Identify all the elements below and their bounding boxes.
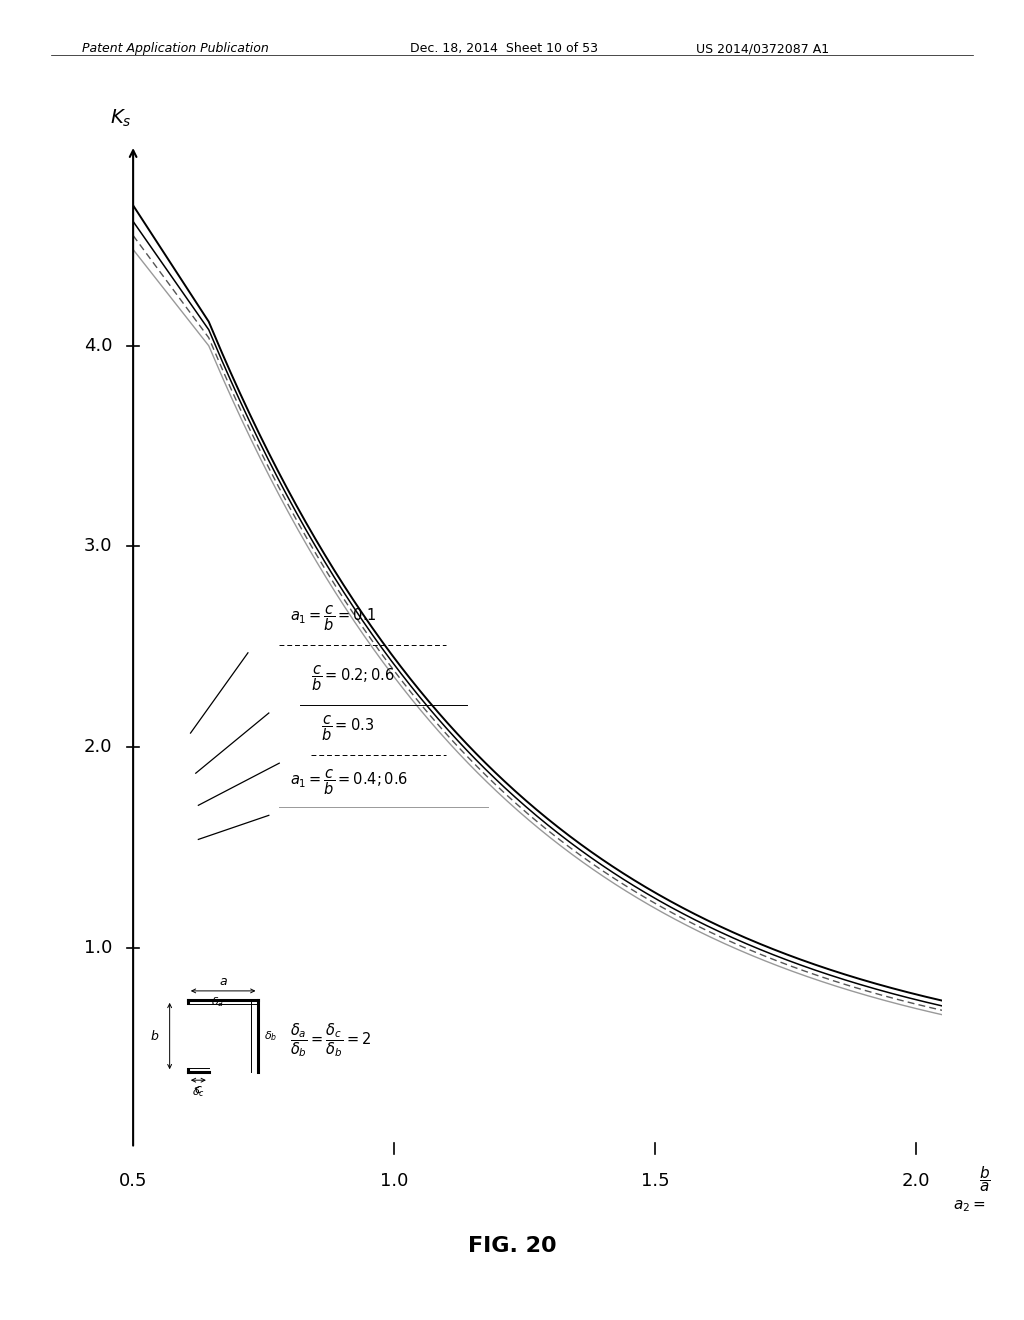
Text: 0.5: 0.5 [119, 1172, 147, 1191]
Text: $\dfrac{c}{b} = 0.2; 0.6$: $\dfrac{c}{b} = 0.2; 0.6$ [310, 664, 394, 693]
Text: 2.0: 2.0 [84, 738, 113, 756]
Text: $c$: $c$ [194, 1084, 203, 1096]
Text: 1.5: 1.5 [641, 1172, 670, 1191]
Text: Patent Application Publication: Patent Application Publication [82, 42, 268, 55]
Text: 1.0: 1.0 [380, 1172, 409, 1191]
Text: $\delta_c$: $\delta_c$ [191, 1085, 205, 1100]
Text: Dec. 18, 2014  Sheet 10 of 53: Dec. 18, 2014 Sheet 10 of 53 [410, 42, 598, 55]
Text: $\dfrac{\delta_a}{\delta_b} = \dfrac{\delta_c}{\delta_b} = 2$: $\dfrac{\delta_a}{\delta_b} = \dfrac{\de… [290, 1022, 371, 1059]
Text: $a_1 = \dfrac{c}{b} = 0.4; 0.6$: $a_1 = \dfrac{c}{b} = 0.4; 0.6$ [290, 768, 408, 797]
Text: $a$: $a$ [219, 975, 227, 987]
Text: 1.0: 1.0 [84, 939, 113, 957]
Text: $\dfrac{b}{a}$: $\dfrac{b}{a}$ [979, 1164, 990, 1195]
Text: $a_2=$: $a_2=$ [952, 1199, 985, 1214]
Text: $K_s$: $K_s$ [110, 108, 131, 129]
Text: $a_1 = \dfrac{c}{b} = 0.1$: $a_1 = \dfrac{c}{b} = 0.1$ [290, 603, 377, 632]
Text: $b$: $b$ [150, 1030, 159, 1043]
Text: 4.0: 4.0 [84, 337, 113, 355]
Text: $\delta_a$: $\delta_a$ [211, 995, 224, 1008]
Text: $\delta_b$: $\delta_b$ [263, 1030, 276, 1043]
Text: 3.0: 3.0 [84, 537, 113, 556]
Text: FIG. 20: FIG. 20 [468, 1236, 556, 1257]
Text: 2.0: 2.0 [902, 1172, 930, 1191]
Text: $\dfrac{c}{b} = 0.3$: $\dfrac{c}{b} = 0.3$ [321, 714, 374, 743]
Text: US 2014/0372087 A1: US 2014/0372087 A1 [696, 42, 829, 55]
